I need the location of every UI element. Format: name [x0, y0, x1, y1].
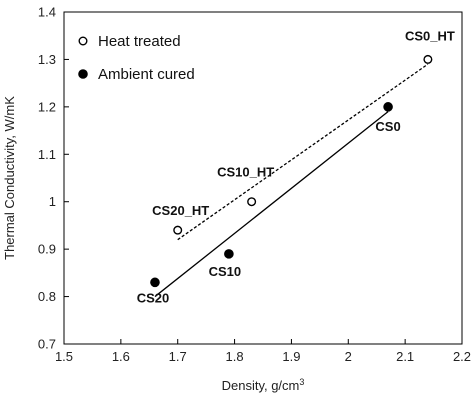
- y-axis-ticks: 0.7 0.8 0.9 1 1.1 1.2 1.3 1.4: [38, 5, 69, 352]
- heat-treated-point: [247, 197, 257, 207]
- y-tick-label: 1.1: [38, 147, 56, 162]
- ambient-cured-trend-line: [154, 111, 389, 298]
- x-tick-label: 1.8: [226, 349, 244, 364]
- legend-label: Heat treated: [98, 33, 181, 50]
- y-tick-label: 1: [49, 194, 56, 209]
- point-labels: CS20_HT CS10_HT CS0_HT CS20 CS10 CS0: [137, 28, 455, 305]
- point-label: CS10: [209, 264, 242, 279]
- y-tick-label: 0.8: [38, 289, 56, 304]
- x-tick-label: 1.9: [282, 349, 300, 364]
- legend: Heat treated Ambient cured: [78, 33, 195, 83]
- y-tick-label: 1.4: [38, 5, 56, 20]
- y-tick-label: 1.3: [38, 52, 56, 67]
- point-label: CS20: [137, 290, 170, 305]
- x-tick-label: 2.2: [453, 349, 471, 364]
- x-tick-label: 1.7: [169, 349, 187, 364]
- point-label: CS20_HT: [152, 203, 209, 218]
- trend-lines: [154, 63, 429, 298]
- legend-label: Ambient cured: [98, 66, 195, 83]
- y-tick-label: 1.2: [38, 99, 56, 114]
- x-axis-title: Density, g/cm3: [222, 377, 305, 393]
- x-axis-title-superscript: 3: [299, 377, 304, 387]
- legend-marker: [78, 36, 88, 46]
- x-tick-label: 2: [345, 349, 352, 364]
- heat-treated-trend-line: [177, 63, 429, 241]
- ambient-cured-point: [150, 277, 160, 288]
- x-tick-label: 1.6: [112, 349, 130, 364]
- x-tick-label: 1.5: [55, 349, 73, 364]
- y-axis-title: Thermal Conductivity, W/mK: [2, 96, 17, 260]
- data-points: [150, 54, 433, 288]
- legend-marker: [78, 69, 88, 79]
- x-axis-title-text: Density, g/cm: [222, 378, 300, 393]
- y-tick-label: 0.7: [38, 337, 56, 352]
- point-label: CS0_HT: [405, 28, 455, 43]
- x-axis-ticks: 1.5 1.6 1.7 1.8 1.9 2 2.1 2.2: [55, 339, 471, 364]
- plot-frame: [63, 11, 463, 345]
- point-label: CS0: [375, 119, 400, 134]
- y-tick-label: 0.9: [38, 242, 56, 257]
- heat-treated-point: [173, 225, 183, 235]
- point-label: CS10_HT: [217, 165, 274, 180]
- heat-treated-point: [423, 54, 433, 64]
- ambient-cured-point: [383, 102, 393, 112]
- x-tick-label: 2.1: [396, 349, 414, 364]
- ambient-cured-point: [224, 249, 234, 259]
